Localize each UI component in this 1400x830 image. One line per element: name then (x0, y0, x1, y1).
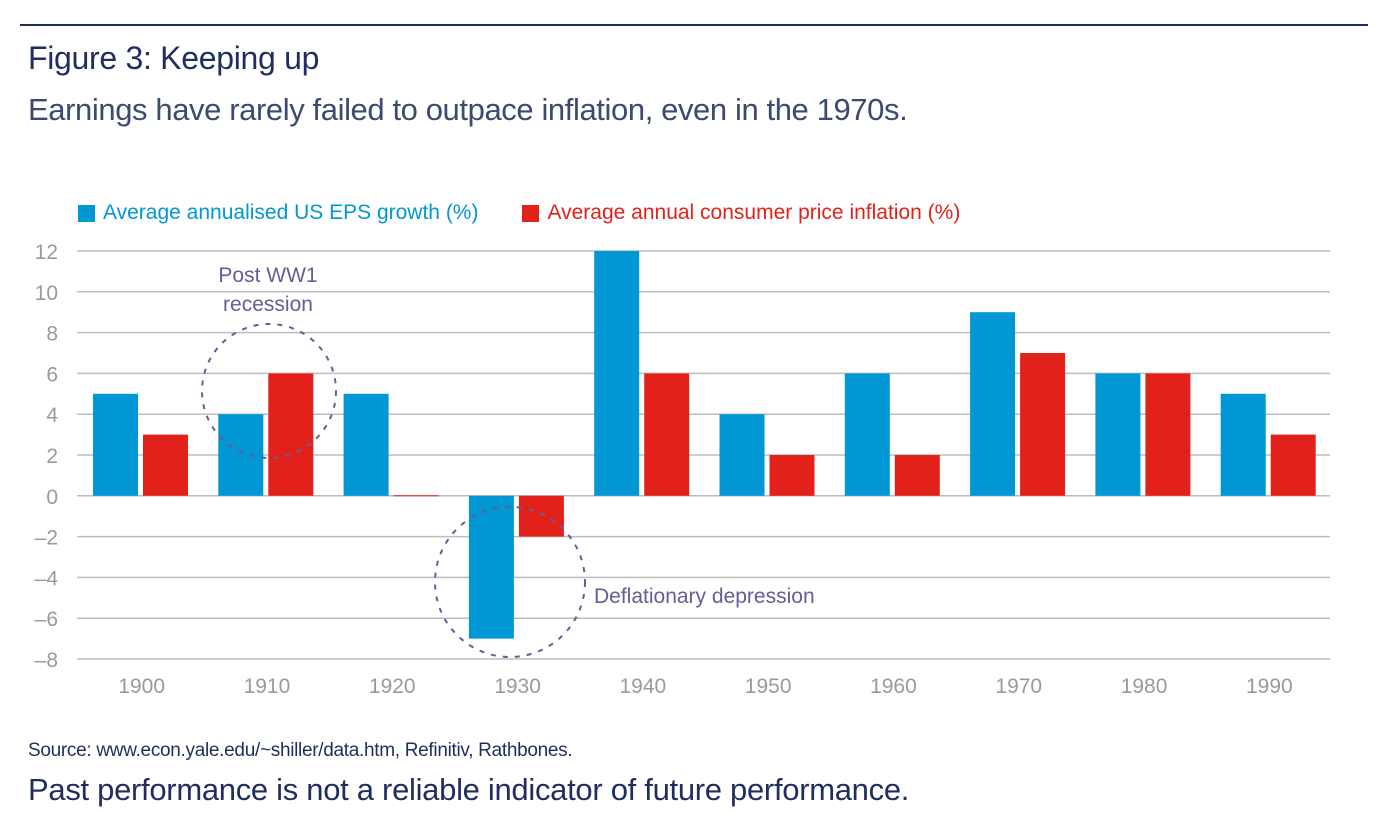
bar-eps-1960 (844, 373, 890, 496)
bar-eps-1900 (93, 393, 138, 496)
annotation-label-post-ww1: Post WW1 (218, 264, 317, 287)
y-tick-label: 12 (35, 241, 58, 264)
bar-eps-1930 (468, 495, 514, 639)
x-tick-label: 1950 (745, 675, 792, 698)
y-tick-label: 0 (46, 486, 58, 509)
bar-eps-1980 (1095, 373, 1141, 496)
bar-inflation-1970 (1020, 353, 1066, 496)
x-tick-label: 1920 (369, 675, 416, 698)
x-tick-label: 1970 (995, 675, 1042, 698)
bar-inflation-1980 (1145, 373, 1191, 496)
top-rule (20, 24, 1368, 26)
legend-swatch-inflation (522, 204, 540, 222)
y-tick-label: –6 (35, 608, 58, 631)
bar-eps-1940 (594, 251, 640, 496)
bar-eps-1920 (343, 393, 389, 496)
disclaimer: Past performance is not a reliable indic… (28, 772, 910, 807)
annotation-circle-post-ww1 (201, 323, 337, 459)
legend-label-inflation: Average annual consumer price inflation … (547, 201, 961, 224)
y-tick-label: 6 (46, 363, 58, 386)
y-tick-label: –8 (35, 649, 58, 672)
x-tick-label: 1940 (619, 675, 666, 698)
annotation-label-post-ww1: recession (223, 293, 313, 316)
bar-inflation-1950 (769, 455, 815, 496)
legend-swatch-eps (78, 204, 95, 222)
y-tick-label: –4 (35, 567, 59, 590)
annotation-circle-deflation (434, 506, 586, 658)
source-note: Source: www.econ.yale.edu/~shiller/data.… (28, 740, 573, 761)
bar-inflation-1960 (894, 455, 940, 496)
x-tick-label: 1900 (118, 675, 165, 698)
bar-inflation-1910 (268, 373, 314, 496)
legend-item-eps: Average annualised US EPS growth (%) (78, 201, 478, 225)
legend-label-eps: Average annualised US EPS growth (%) (103, 201, 479, 224)
bar-eps-1950 (719, 414, 765, 496)
bar-inflation-1900 (143, 434, 188, 496)
x-tick-label: 1990 (1246, 675, 1293, 698)
y-tick-label: –2 (35, 527, 58, 550)
y-tick-label: 8 (46, 323, 58, 346)
chart-subtitle: Earnings have rarely failed to outpace i… (28, 92, 908, 127)
bar-eps-1970 (970, 312, 1016, 496)
legend-item-inflation: Average annual consumer price inflation … (522, 201, 960, 225)
y-tick-label: 4 (46, 404, 58, 427)
annotation-label-deflation: Deflationary depression (594, 585, 815, 608)
y-tick-label: 10 (35, 282, 58, 305)
x-tick-label: 1980 (1121, 675, 1168, 698)
x-tick-label: 1910 (244, 675, 291, 698)
bar-eps-1990 (1220, 393, 1266, 496)
y-tick-label: 2 (46, 445, 58, 468)
bar-eps-1910 (218, 414, 264, 496)
bar-inflation-1940 (644, 373, 690, 496)
chart-title: Figure 3: Keeping up (28, 40, 320, 76)
x-tick-label: 1960 (870, 675, 917, 698)
bar-inflation-1920 (393, 495, 439, 497)
bar-inflation-1990 (1270, 434, 1316, 496)
legend: Average annualised US EPS growth (%) Ave… (78, 201, 1004, 225)
bar-inflation-1930 (518, 495, 564, 537)
x-tick-label: 1930 (494, 675, 541, 698)
